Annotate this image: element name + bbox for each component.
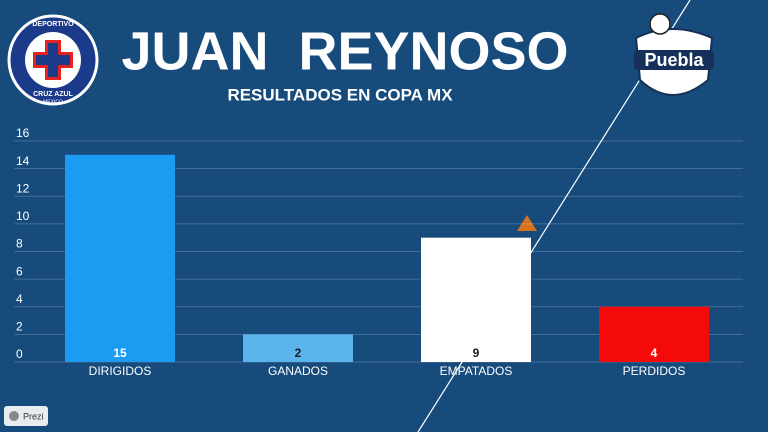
- y-tick-label: 12: [16, 181, 30, 195]
- chart-title: JUAN REYNOSO: [121, 21, 568, 81]
- logo-text: Puebla: [644, 50, 704, 70]
- logo-text: DEPORTIVO: [32, 21, 74, 28]
- y-tick-label: 8: [16, 237, 23, 251]
- x-tick-label: PERDIDOS: [623, 364, 686, 378]
- bar: [243, 334, 353, 362]
- value-label: 9: [473, 346, 480, 360]
- y-tick-label: 6: [16, 264, 23, 278]
- y-tick-label: 10: [16, 209, 30, 223]
- x-tick-label: DIRIGIDOS: [89, 364, 152, 378]
- y-tick-label: 2: [16, 320, 23, 334]
- value-label: 4: [651, 346, 658, 360]
- cruz-azul-logo: DEPORTIVO CRUZ AZUL MEXICO: [7, 14, 99, 106]
- prezi-button[interactable]: Prezi: [4, 406, 48, 426]
- bar: [65, 154, 175, 362]
- value-label: 15: [113, 346, 127, 360]
- button-label[interactable]: Prezi: [23, 411, 44, 421]
- puebla-logo: Puebla: [634, 13, 714, 96]
- decor-triangle: [517, 215, 537, 231]
- x-tick-label: GANADOS: [268, 364, 328, 378]
- y-tick-label: 4: [16, 292, 23, 306]
- x-tick-label: EMPATADOS: [440, 364, 513, 378]
- logo-text: CRUZ AZUL: [33, 91, 74, 98]
- bar: [599, 306, 709, 362]
- bar: [421, 237, 531, 362]
- y-tick-label: 14: [16, 154, 30, 168]
- value-label: 2: [295, 346, 302, 360]
- chart-subtitle: RESULTADOS EN COPA MX: [227, 85, 453, 104]
- y-tick-label: 0: [16, 347, 23, 361]
- logo-text: MEXICO: [43, 99, 63, 105]
- y-tick-label: 16: [16, 126, 30, 140]
